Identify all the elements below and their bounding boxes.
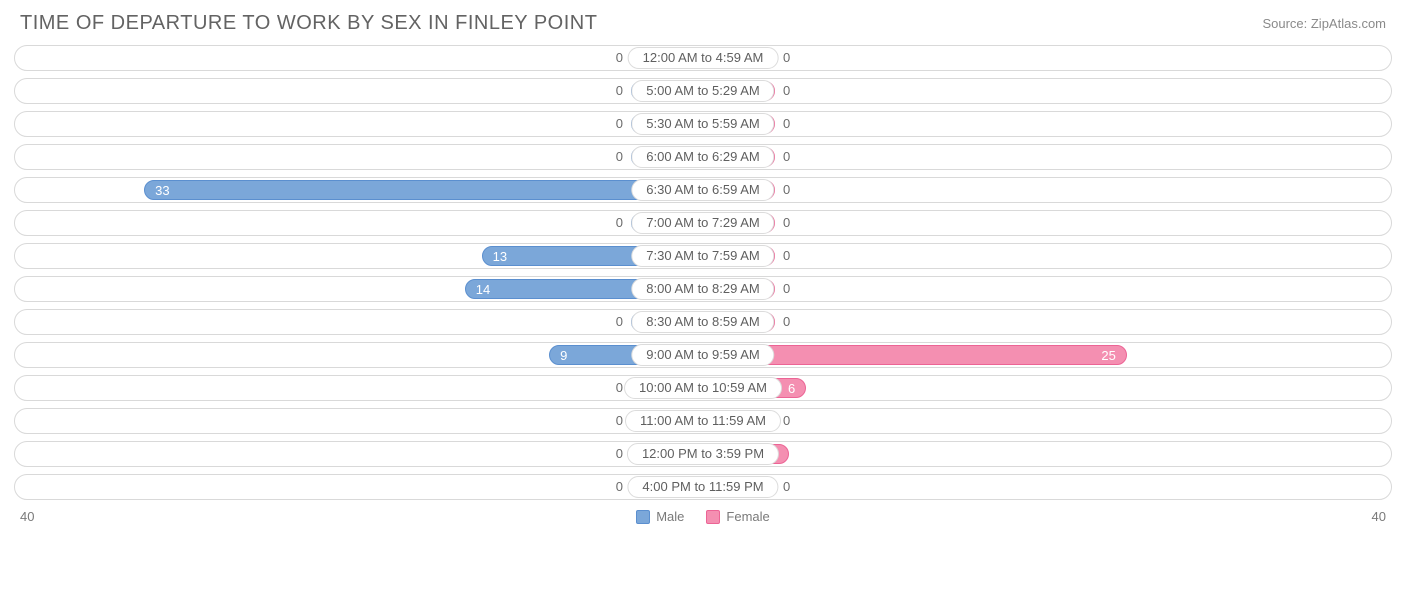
chart-row: 1408:00 AM to 8:29 AM (14, 276, 1392, 302)
category-label: 12:00 PM to 3:59 PM (627, 443, 779, 465)
category-label: 11:00 AM to 11:59 AM (625, 410, 781, 432)
chart-header: TIME OF DEPARTURE TO WORK BY SEX IN FINL… (14, 8, 1392, 45)
chart-footer: 40 Male Female 40 (14, 507, 1392, 524)
female-value-label: 0 (783, 50, 790, 65)
category-label: 5:00 AM to 5:29 AM (631, 80, 774, 102)
category-label: 5:30 AM to 5:59 AM (631, 113, 774, 135)
chart-row: 33 0 6:30 AM to 6:59 AM (14, 177, 1392, 203)
male-value-label: 0 (616, 215, 623, 230)
female-value-label: 0 (783, 182, 790, 197)
legend-item-female: Female (706, 509, 769, 524)
male-value-label: 0 (616, 314, 623, 329)
female-value-label: 0 (783, 83, 790, 98)
category-label: 8:30 AM to 8:59 AM (631, 311, 774, 333)
legend: Male Female (80, 509, 1326, 524)
male-value-label: 0 (616, 479, 623, 494)
diverging-bar-chart: 0 0 12:00 AM to 4:59 AM 0 0 5:00 AM to 5:29 A… (14, 45, 1392, 500)
male-value-label: 0 (616, 149, 623, 164)
male-value-label: 0 (616, 446, 623, 461)
male-value-label: 0 (616, 116, 623, 131)
category-label: 8:00 AM to 8:29 AM (631, 278, 774, 300)
male-value-label: 0 (616, 380, 623, 395)
legend-label-male: Male (656, 509, 684, 524)
female-value-label: 0 (783, 413, 790, 428)
chart-row: 0610:00 AM to 10:59 AM (14, 375, 1392, 401)
male-bar: 33 (144, 180, 701, 200)
category-label: 7:00 AM to 7:29 AM (631, 212, 774, 234)
category-label: 6:00 AM to 6:29 AM (631, 146, 774, 168)
female-value-label: 0 (783, 215, 790, 230)
legend-swatch-female (706, 510, 720, 524)
category-label: 9:00 AM to 9:59 AM (631, 344, 774, 366)
axis-max-right: 40 (1326, 509, 1386, 524)
female-value-label: 0 (783, 314, 790, 329)
chart-row: 0 0 7:00 AM to 7:29 AM (14, 210, 1392, 236)
male-value-label: 0 (616, 83, 623, 98)
chart-row: 0 0 5:30 AM to 5:59 AM (14, 111, 1392, 137)
female-value-label: 0 (783, 479, 790, 494)
category-label: 4:00 PM to 11:59 PM (627, 476, 778, 498)
chart-row: 0 0 12:00 AM to 4:59 AM (14, 45, 1392, 71)
male-value-label: 0 (616, 50, 623, 65)
chart-row: 0 0 6:00 AM to 6:29 AM (14, 144, 1392, 170)
chart-row: 1307:30 AM to 7:59 AM (14, 243, 1392, 269)
category-label: 7:30 AM to 7:59 AM (631, 245, 774, 267)
legend-label-female: Female (726, 509, 769, 524)
axis-max-left: 40 (20, 509, 80, 524)
category-label: 10:00 AM to 10:59 AM (624, 377, 782, 399)
chart-row: 0512:00 PM to 3:59 PM (14, 441, 1392, 467)
female-value-label: 0 (783, 149, 790, 164)
chart-row: 0 011:00 AM to 11:59 AM (14, 408, 1392, 434)
chart-row: 0 0 4:00 PM to 11:59 PM (14, 474, 1392, 500)
chart-source: Source: ZipAtlas.com (1262, 16, 1386, 31)
chart-row: 0 0 8:30 AM to 8:59 AM (14, 309, 1392, 335)
female-value-label: 0 (783, 248, 790, 263)
category-label: 12:00 AM to 4:59 AM (628, 47, 779, 69)
legend-item-male: Male (636, 509, 684, 524)
female-value-label: 0 (783, 281, 790, 296)
chart-title: TIME OF DEPARTURE TO WORK BY SEX IN FINL… (20, 12, 597, 35)
category-label: 6:30 AM to 6:59 AM (631, 179, 774, 201)
legend-swatch-male (636, 510, 650, 524)
female-value-label: 0 (783, 116, 790, 131)
chart-row: 0 0 5:00 AM to 5:29 AM (14, 78, 1392, 104)
male-value-label: 0 (616, 413, 623, 428)
chart-row: 9259:00 AM to 9:59 AM (14, 342, 1392, 368)
